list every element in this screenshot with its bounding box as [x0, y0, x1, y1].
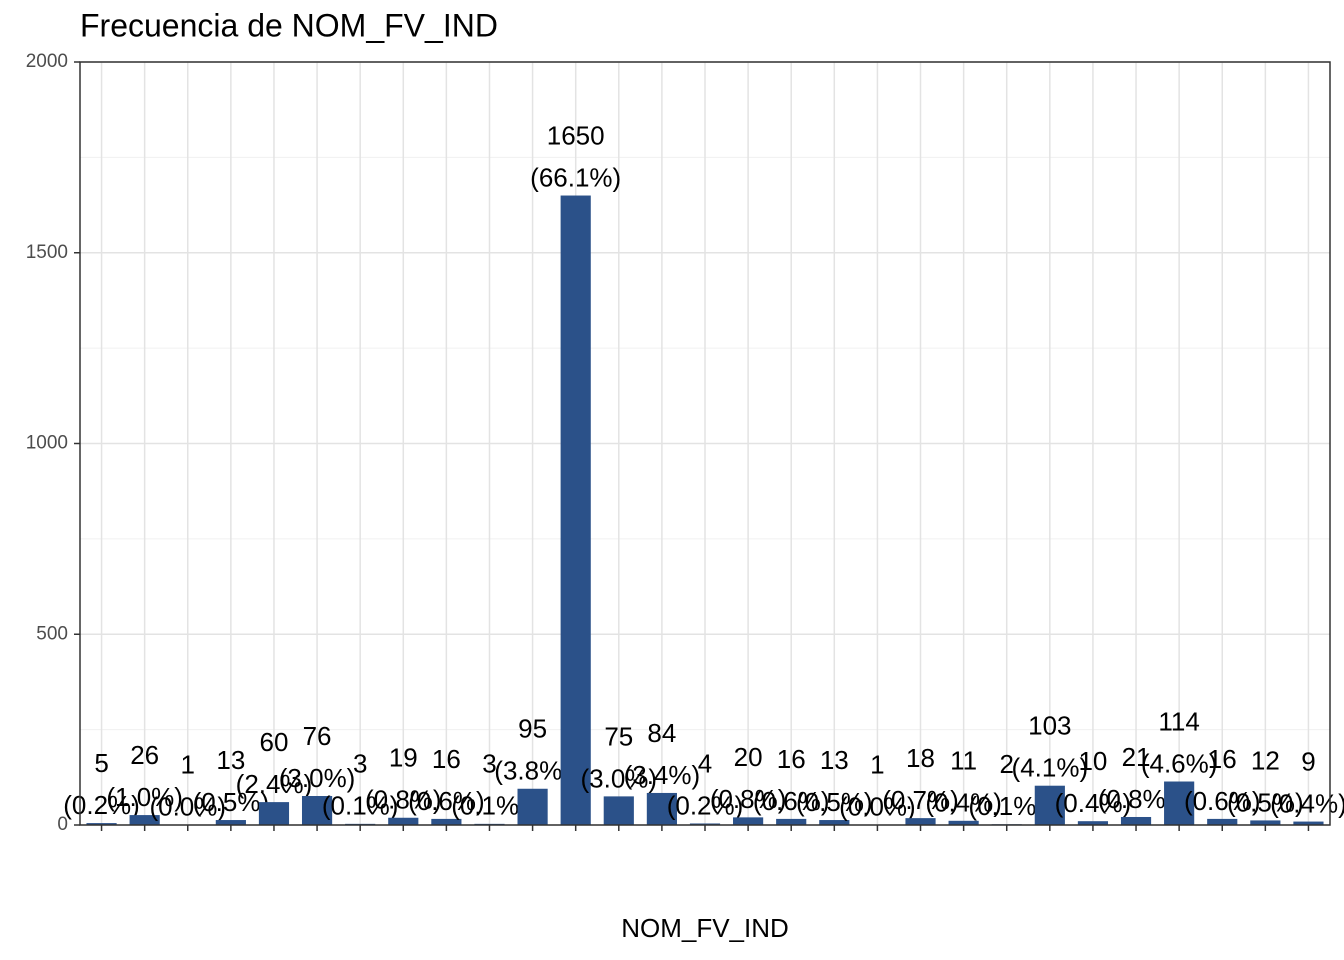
percent-label: (0.0%)	[149, 791, 226, 821]
value-label: 84	[647, 718, 676, 748]
bar	[560, 195, 591, 825]
value-label: 13	[820, 745, 849, 775]
percent-label: (0.7%)	[882, 785, 959, 815]
value-label: 16	[1208, 744, 1237, 774]
value-label: 11	[950, 746, 977, 776]
value-label: 1	[181, 749, 195, 779]
bar	[517, 788, 548, 825]
value-label: 103	[1028, 711, 1071, 741]
bar	[388, 817, 419, 825]
value-label: 21	[1122, 742, 1151, 772]
value-label: 114	[1158, 706, 1199, 736]
value-label: 95	[518, 714, 547, 744]
percent-label: (0.1%)	[322, 791, 399, 821]
value-label: 16	[432, 744, 461, 774]
bar	[1250, 820, 1281, 825]
value-label: 20	[734, 742, 763, 772]
bar	[819, 820, 850, 825]
percent-label: (0.8%)	[710, 784, 787, 814]
x-axis-label: NOM_FV_IND	[621, 913, 789, 943]
panel-border	[79, 61, 1331, 826]
percent-label: (0.5%)	[193, 787, 270, 817]
bar	[776, 818, 807, 825]
bar	[1034, 785, 1065, 825]
percent-label: (0.1%)	[451, 791, 528, 821]
value-label: 16	[777, 744, 806, 774]
value-label: 3	[353, 749, 367, 779]
bar	[1164, 781, 1195, 825]
value-label: 26	[130, 740, 159, 770]
percent-label: (3.0%)	[279, 763, 356, 793]
percent-label: (0.2%)	[667, 790, 744, 820]
percent-label: (0.8%)	[365, 785, 442, 815]
bar	[905, 818, 936, 825]
percent-label: (0.2%)	[63, 790, 140, 820]
value-label: 60	[260, 727, 289, 757]
value-label: 5	[94, 748, 108, 778]
percent-label: (0.1%)	[968, 791, 1045, 821]
bar	[129, 815, 160, 825]
percent-label: (1.0%)	[106, 782, 183, 812]
percent-label: (0.6%)	[753, 786, 830, 816]
bar	[215, 820, 246, 825]
value-label: 18	[906, 743, 935, 773]
bar	[1120, 816, 1152, 825]
y-tick-label: 1000	[26, 433, 68, 454]
value-label: 1650	[547, 120, 605, 150]
bar	[301, 796, 333, 825]
percent-label: (0.4%)	[1055, 788, 1132, 818]
bar	[431, 818, 462, 825]
percent-label: (3.8%)	[494, 756, 571, 786]
bar	[948, 820, 979, 825]
percent-label: (0.4%)	[1270, 788, 1344, 818]
bar	[86, 823, 117, 825]
value-label: 19	[389, 743, 418, 773]
bar	[689, 823, 721, 825]
value-label: 10	[1078, 746, 1107, 776]
bar	[258, 802, 290, 825]
percent-label: (4.1%)	[1012, 753, 1089, 783]
y-tick-label: 0	[57, 814, 68, 835]
value-label: 3	[482, 749, 496, 779]
bar	[603, 796, 634, 825]
percent-label: (3.4%)	[624, 760, 701, 790]
percent-label: (0.5%)	[796, 787, 873, 817]
value-label: 2	[999, 749, 1013, 779]
percent-label: (0.4%)	[925, 788, 1002, 818]
percent-label: (3.0%)	[581, 763, 658, 793]
y-tick-label: 1500	[26, 242, 68, 263]
percent-label: (0.6%)	[408, 786, 485, 816]
percent-label: (2.4%)	[236, 769, 313, 799]
bar	[733, 817, 764, 825]
bar	[1077, 821, 1109, 825]
value-label: 13	[216, 745, 245, 775]
value-label: 9	[1301, 746, 1315, 776]
chart-title: Frecuencia de NOM_FV_IND	[80, 7, 498, 43]
y-tick-label: 500	[36, 623, 68, 644]
percent-label: (66.1%)	[530, 162, 621, 192]
percent-label: (0.6%)	[1184, 786, 1261, 816]
value-label: 1	[870, 749, 884, 779]
value-label: 12	[1251, 745, 1280, 775]
bar	[1207, 818, 1238, 825]
value-label: 76	[303, 721, 332, 751]
bar	[1293, 821, 1324, 825]
percent-label: (0.5%)	[1227, 787, 1304, 817]
y-tick-label: 2000	[26, 51, 68, 72]
value-label: 4	[698, 748, 712, 778]
bar	[646, 792, 677, 825]
percent-label: (0.0%)	[839, 791, 916, 821]
value-label: 75	[604, 721, 633, 751]
percent-label: (0.8%)	[1098, 784, 1175, 814]
percent-label: (4.6%)	[1141, 748, 1218, 778]
